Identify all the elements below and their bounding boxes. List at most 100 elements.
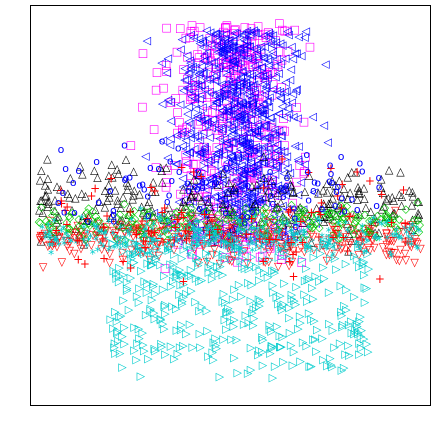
- point-square-0: □: [267, 183, 277, 196]
- point-square-0: □: [252, 145, 262, 158]
- point-square-0: □: [195, 114, 205, 127]
- point-triangle-left-1: ◁: [248, 96, 257, 109]
- point-triangle-down-3: ▽: [190, 242, 199, 255]
- point-triangle-up-2: △: [408, 185, 417, 198]
- point-square-0: □: [230, 116, 240, 129]
- point-triangle-up-2: △: [66, 171, 75, 184]
- point-triangle-left-1: ◁: [259, 97, 268, 110]
- point-triangle-left-1: ◁: [214, 237, 223, 250]
- point-triangle-left-1: ◁: [268, 45, 277, 58]
- point-square-0: □: [264, 156, 274, 169]
- point-triangle-down-3: ▽: [251, 211, 260, 224]
- point-triangle-left-1: ◁: [193, 109, 202, 122]
- point-triangle-down-3: ▽: [137, 221, 146, 234]
- point-triangle-left-1: ◁: [223, 155, 232, 168]
- point-triangle-left-1: ◁: [266, 37, 275, 50]
- point-triangle-left-1: ◁: [244, 145, 253, 158]
- point-triangle-down-3: ▽: [277, 229, 286, 242]
- point-square-0: □: [172, 106, 182, 119]
- point-square-0: □: [260, 156, 270, 169]
- point-triangle-left-1: ◁: [195, 66, 204, 79]
- point-triangle-up-2: △: [396, 165, 405, 178]
- point-triangle-down-3: ▽: [36, 232, 45, 245]
- point-triangle-down-3: ▽: [216, 257, 225, 270]
- point-triangle-left-1: ◁: [220, 32, 229, 45]
- point-triangle-left-1: ◁: [219, 109, 228, 122]
- point-triangle-left-1: ◁: [242, 67, 251, 80]
- point-triangle-up-2: △: [186, 178, 195, 191]
- point-triangle-left-1: ◁: [233, 125, 242, 138]
- point-triangle-left-1: ◁: [228, 123, 237, 136]
- point-triangle-left-1: ◁: [248, 79, 257, 92]
- point-triangle-left-1: ◁: [221, 62, 230, 75]
- point-square-0: □: [204, 77, 214, 90]
- point-triangle-left-1: ◁: [234, 195, 243, 208]
- point-triangle-left-1: ◁: [157, 56, 166, 69]
- point-triangle-up-2: △: [330, 185, 339, 198]
- point-triangle-right-6: ▷: [169, 264, 178, 277]
- point-square-0: □: [253, 20, 263, 33]
- point-triangle-up-2: △: [79, 209, 88, 222]
- point-triangle-up-2: △: [179, 194, 188, 207]
- point-triangle-left-1: ◁: [204, 32, 213, 45]
- point-square-0: □: [263, 68, 273, 81]
- point-triangle-left-1: ◁: [230, 202, 239, 215]
- point-triangle-left-1: ◁: [242, 78, 251, 91]
- point-triangle-left-1: ◁: [229, 123, 238, 136]
- point-triangle-left-1: ◁: [238, 134, 247, 147]
- point-triangle-up-2: △: [259, 150, 268, 163]
- point-triangle-left-1: ◁: [211, 189, 220, 202]
- point-triangle-left-1: ◁: [199, 66, 208, 79]
- point-triangle-left-1: ◁: [163, 151, 172, 164]
- point-circle-8: o: [267, 165, 274, 178]
- point-triangle-down-3: ▽: [396, 243, 405, 256]
- point-triangle-up-2: △: [207, 207, 216, 220]
- point-triangle-left-1: ◁: [257, 39, 266, 52]
- point-triangle-up-2: △: [356, 207, 365, 220]
- point-triangle-left-1: ◁: [272, 182, 281, 195]
- point-triangle-down-3: ▽: [216, 237, 225, 250]
- point-square-0: □: [234, 78, 244, 91]
- point-square-0: □: [231, 206, 241, 219]
- point-triangle-up-2: △: [54, 212, 63, 225]
- point-triangle-right-6: ▷: [353, 319, 362, 332]
- point-triangle-right-6: ▷: [111, 305, 120, 318]
- point-triangle-up-2: △: [45, 226, 54, 239]
- point-triangle-left-1: ◁: [250, 59, 259, 72]
- point-triangle-left-1: ◁: [217, 89, 226, 102]
- point-triangle-left-1: ◁: [182, 73, 191, 86]
- point-triangle-down-3: ▽: [347, 212, 356, 225]
- point-triangle-up-2: △: [51, 203, 60, 216]
- point-circle-8: o: [319, 202, 326, 215]
- point-triangle-left-1: ◁: [222, 225, 231, 238]
- point-circle-8: o: [95, 196, 102, 209]
- point-triangle-left-1: ◁: [208, 99, 217, 112]
- point-triangle-up-2: △: [178, 199, 187, 212]
- point-triangle-up-2: △: [187, 225, 196, 238]
- point-triangle-left-1: ◁: [257, 155, 266, 168]
- point-square-0: □: [267, 177, 277, 190]
- point-square-0: □: [211, 60, 221, 73]
- point-triangle-down-3: ▽: [318, 239, 327, 252]
- point-square-0: □: [246, 37, 256, 50]
- point-triangle-left-1: ◁: [220, 82, 229, 95]
- point-triangle-up-2: △: [283, 238, 292, 251]
- point-triangle-up-2: △: [415, 207, 424, 220]
- point-square-0: □: [207, 220, 217, 233]
- point-triangle-left-1: ◁: [225, 165, 234, 178]
- point-triangle-left-1: ◁: [213, 170, 222, 183]
- point-triangle-right-6: ▷: [137, 264, 146, 277]
- point-triangle-left-1: ◁: [268, 220, 277, 233]
- point-triangle-up-2: △: [303, 206, 312, 219]
- point-triangle-left-1: ◁: [243, 150, 252, 163]
- point-triangle-left-1: ◁: [323, 136, 332, 149]
- point-triangle-left-1: ◁: [226, 184, 235, 197]
- point-triangle-up-2: △: [324, 211, 333, 224]
- point-triangle-left-1: ◁: [197, 88, 206, 101]
- point-triangle-left-1: ◁: [237, 224, 246, 237]
- point-triangle-right-6: ▷: [342, 257, 351, 270]
- point-asterisk-5: *: [416, 226, 422, 240]
- point-triangle-down-3: ▽: [269, 216, 278, 229]
- point-triangle-right-6: ▷: [186, 317, 195, 330]
- data-points: □ □□□□□□□□□□□□□□□□□□□□□□□ □□□□□□□□□□□□□□□□…: [35, 17, 426, 385]
